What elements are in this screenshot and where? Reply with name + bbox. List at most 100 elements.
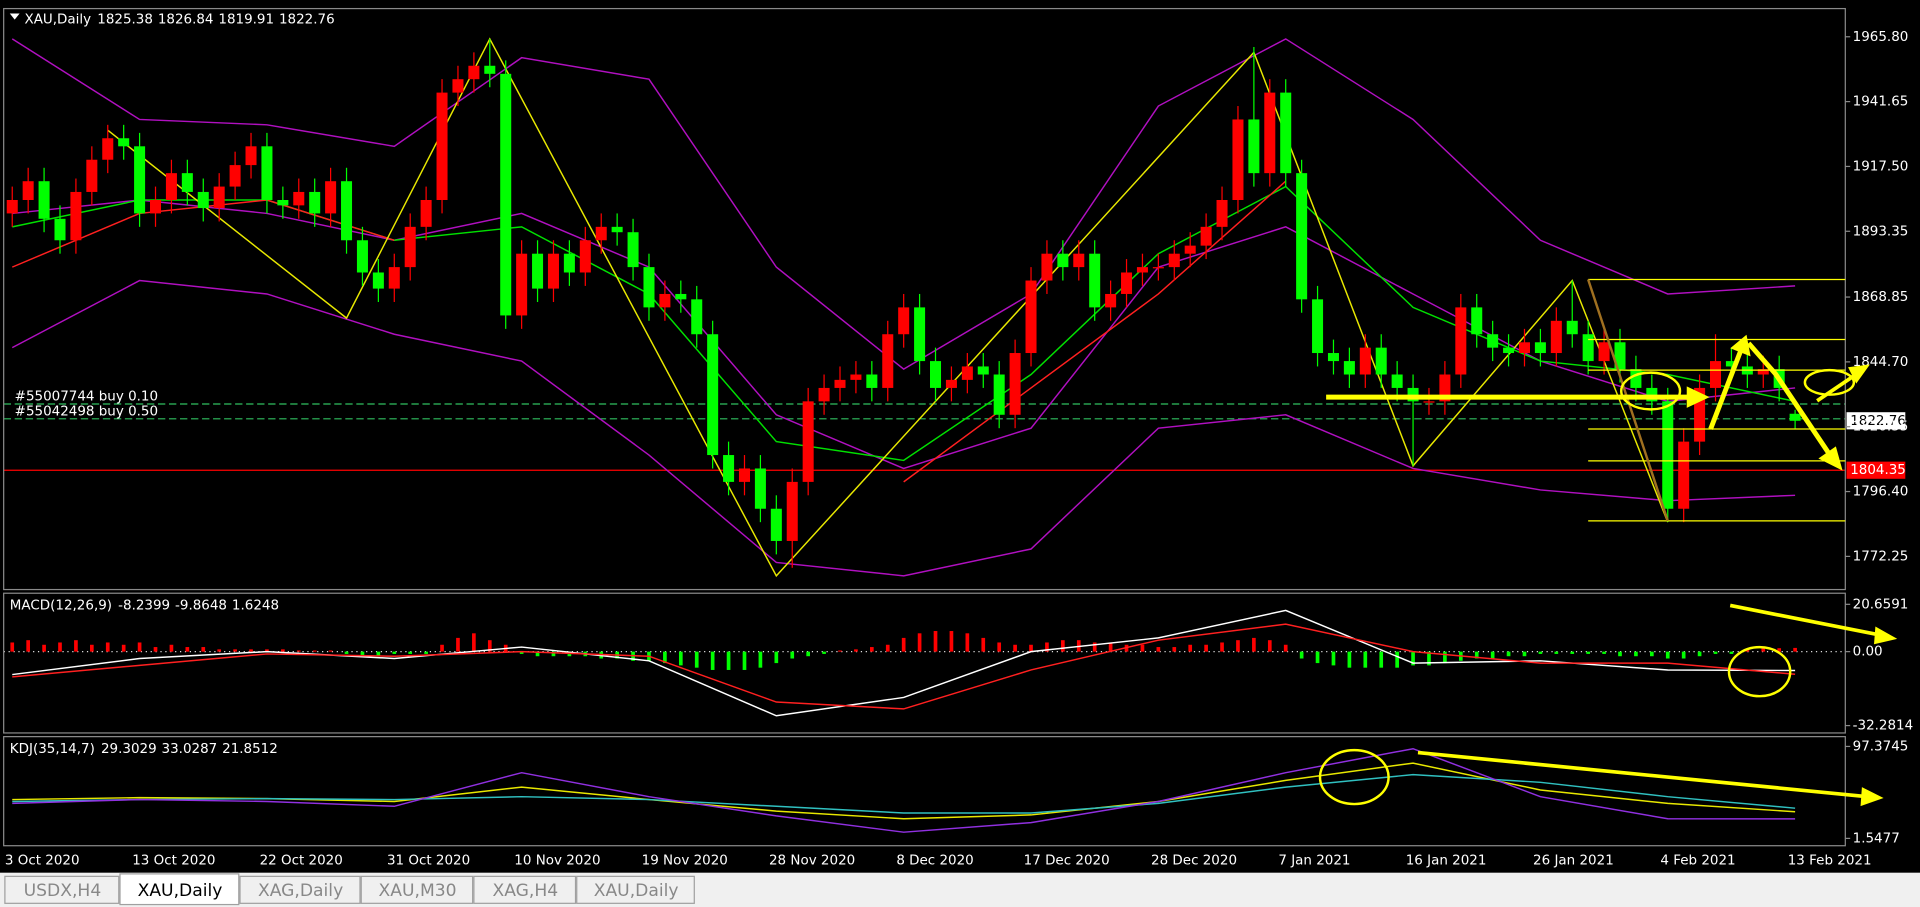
histogram-bar (1586, 651, 1590, 654)
tab[interactable] (119, 873, 240, 906)
candle-body (930, 361, 942, 388)
tab-label[interactable]: USDX,H4 (24, 881, 102, 901)
candle-body (1375, 347, 1387, 375)
histogram-bar (1140, 644, 1145, 652)
candle-body (134, 146, 146, 214)
tab[interactable] (4, 875, 120, 904)
tab-label[interactable]: XAU,M30 (379, 881, 457, 901)
tab[interactable] (576, 875, 695, 904)
tab-label[interactable]: XAU,Daily (594, 881, 679, 901)
histogram-bar (312, 650, 317, 652)
collapse-icon[interactable] (9, 13, 20, 20)
candle-body (1725, 361, 1737, 367)
histogram-bar (1745, 649, 1750, 652)
histogram-bar (487, 640, 492, 652)
price-box (1846, 461, 1906, 479)
candle-body (1184, 245, 1196, 254)
candle-body (818, 387, 830, 402)
histogram-bar (1013, 644, 1017, 652)
candle-body (866, 374, 878, 388)
indicator-line (12, 609, 1796, 717)
histogram-bar (58, 642, 62, 652)
indicator-line (11, 279, 1796, 577)
arrowhead (1686, 386, 1710, 408)
histogram-bar (1761, 648, 1766, 652)
candle-body (229, 165, 241, 187)
symbol: XAU,Daily (24, 12, 91, 28)
histogram-bar (1363, 651, 1368, 668)
candle-body (1216, 199, 1228, 227)
histogram-bar (1379, 651, 1384, 668)
circle-marker (1727, 645, 1792, 698)
tab[interactable] (473, 875, 577, 904)
histogram-bar (1427, 651, 1431, 666)
open-value: 1825.38 (97, 12, 153, 28)
candle-body (1248, 119, 1260, 174)
candle-body (1327, 353, 1339, 362)
histogram-bar (1506, 651, 1511, 657)
histogram-bar (1650, 651, 1654, 657)
histogram-bar (1252, 637, 1256, 652)
macd-header: MACD(12,26,9) -8.2399 -9.8648 1.6248 (10, 597, 279, 613)
candle-body (1359, 347, 1371, 375)
candle-body (961, 366, 973, 380)
y-tick-label: 1941.65 (1853, 94, 1909, 110)
candle-body (245, 146, 257, 166)
arrowhead (1874, 626, 1898, 645)
candle-body (1614, 342, 1626, 370)
candle-body (691, 299, 703, 335)
tab[interactable] (239, 875, 361, 904)
histogram-bar (981, 637, 986, 652)
candle-body (1136, 267, 1148, 273)
candle-body (802, 401, 814, 482)
tab[interactable] (360, 875, 474, 904)
y-tick-label: 1.5477 (1853, 830, 1900, 846)
candle-body (898, 307, 910, 335)
candle-body (1439, 374, 1451, 402)
candle-body (213, 186, 225, 209)
histogram-bar (742, 651, 747, 670)
histogram-bar (694, 651, 699, 668)
tab-label[interactable]: XAU,Daily (138, 881, 223, 901)
indicator-line (107, 37, 1669, 578)
x-tick-label: 7 Jan 2021 (1278, 852, 1350, 868)
candle-body (547, 253, 559, 289)
histogram-bar (854, 649, 858, 652)
x-tick-label: 4 Feb 2021 (1660, 852, 1735, 868)
indicator-line (12, 747, 1796, 833)
candle-body (22, 181, 34, 200)
j-value: 21.8512 (222, 741, 278, 757)
circle-marker (1620, 371, 1682, 411)
x-tick-label: 19 Nov 2020 (642, 852, 728, 868)
arrowhead (1818, 446, 1843, 471)
histogram-bar (1554, 651, 1559, 654)
histogram-bar (1220, 642, 1224, 652)
candle-body (1152, 267, 1164, 269)
histogram-bar (408, 651, 413, 654)
candle-body (1582, 334, 1594, 362)
histogram-bar (1411, 651, 1415, 666)
histogram-bar (169, 644, 174, 652)
histogram-bar (1236, 640, 1240, 652)
histogram-bar (726, 651, 731, 670)
candle-body (277, 199, 289, 206)
low-value: 1819.91 (218, 12, 274, 28)
circle-marker (1803, 368, 1856, 396)
tab-label[interactable]: XAG,H4 (492, 881, 558, 901)
histogram-bar (424, 651, 428, 654)
tab-label[interactable]: XAG,Daily (258, 881, 343, 901)
arrow (1417, 750, 1868, 799)
histogram-bar (121, 644, 126, 652)
histogram-bar (1490, 651, 1495, 659)
candle-body (165, 173, 177, 200)
histogram-bar (153, 647, 158, 652)
panel-frames (3, 7, 1846, 847)
trend-line (1587, 279, 1669, 522)
candle-body (1646, 387, 1658, 402)
y-tick-label: 1796.40 (1853, 484, 1909, 500)
candle-body (1089, 253, 1101, 308)
candle-body (611, 226, 623, 233)
y-tick-label: 1917.50 (1853, 158, 1909, 174)
